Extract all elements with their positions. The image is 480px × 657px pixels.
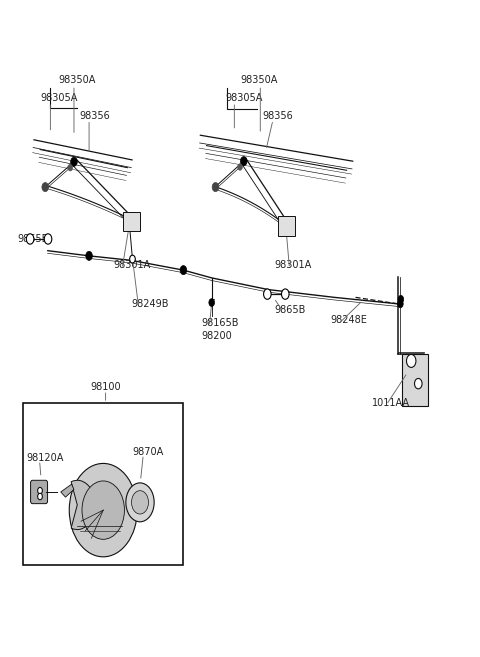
Circle shape: [126, 483, 154, 522]
Circle shape: [68, 164, 72, 171]
Text: 98356: 98356: [80, 111, 110, 121]
Text: 98200: 98200: [201, 332, 232, 342]
Wedge shape: [71, 480, 95, 530]
Text: 98120A: 98120A: [27, 453, 64, 463]
Text: 98301A: 98301A: [274, 260, 311, 270]
Text: 98249B: 98249B: [132, 299, 169, 309]
Circle shape: [238, 164, 242, 170]
Circle shape: [26, 234, 34, 244]
Text: 98100: 98100: [90, 382, 120, 392]
Circle shape: [130, 255, 135, 263]
Text: 98350A: 98350A: [240, 76, 277, 85]
Circle shape: [407, 354, 416, 367]
Circle shape: [212, 183, 219, 192]
Circle shape: [44, 234, 52, 244]
Text: 98301A: 98301A: [114, 260, 151, 270]
Circle shape: [397, 300, 403, 307]
Circle shape: [37, 493, 42, 500]
Text: 98305A: 98305A: [40, 93, 78, 103]
Circle shape: [209, 299, 215, 306]
Text: 9865B: 9865B: [274, 305, 305, 315]
Text: 9870A: 9870A: [132, 447, 164, 457]
Circle shape: [82, 481, 124, 539]
Polygon shape: [61, 484, 74, 497]
Circle shape: [281, 289, 289, 300]
Text: 98248E: 98248E: [331, 315, 367, 325]
FancyBboxPatch shape: [123, 212, 140, 231]
FancyBboxPatch shape: [278, 216, 295, 236]
Circle shape: [42, 183, 48, 192]
Circle shape: [37, 487, 42, 494]
FancyBboxPatch shape: [402, 354, 428, 406]
Circle shape: [264, 289, 271, 300]
Circle shape: [398, 296, 404, 303]
Text: 98305A: 98305A: [225, 93, 262, 103]
Text: 98350A: 98350A: [59, 76, 96, 85]
FancyBboxPatch shape: [31, 480, 48, 504]
Text: 1011AA: 1011AA: [372, 397, 410, 407]
Text: 98165B: 98165B: [201, 319, 239, 328]
Circle shape: [180, 265, 187, 275]
Text: 9865B: 9865B: [17, 234, 49, 244]
Circle shape: [86, 252, 92, 260]
Circle shape: [240, 156, 247, 166]
Bar: [23, 403, 183, 565]
Circle shape: [132, 491, 148, 514]
Circle shape: [415, 378, 422, 389]
Text: 98356: 98356: [263, 111, 293, 121]
Wedge shape: [69, 463, 137, 557]
Circle shape: [71, 157, 77, 166]
